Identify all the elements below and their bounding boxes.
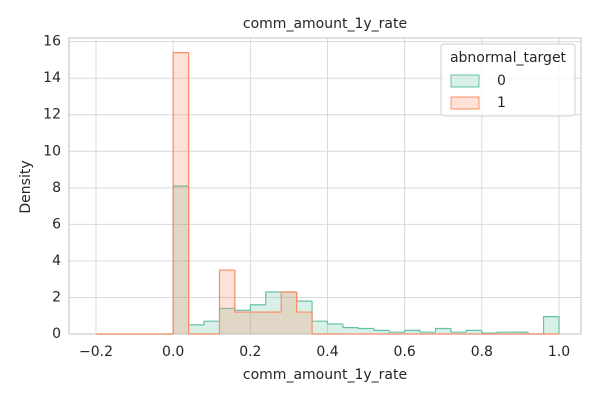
bar xyxy=(173,52,189,335)
bar xyxy=(219,308,235,334)
bar xyxy=(389,332,405,334)
bar-outline xyxy=(311,312,328,335)
legend-swatch xyxy=(450,96,480,110)
x-axis-label: comm_amount_1y_rate xyxy=(243,367,407,383)
y-tick-label: 10 xyxy=(43,143,61,159)
x-tick-label: 0.0 xyxy=(162,344,184,360)
bar-outline xyxy=(326,321,343,325)
bar xyxy=(204,321,220,334)
bar xyxy=(234,310,251,334)
y-tick-label: 6 xyxy=(52,216,61,232)
bar-outline xyxy=(419,330,436,333)
bar-outline xyxy=(234,270,251,313)
bar-outline xyxy=(496,331,513,334)
x-tick-label: 0.6 xyxy=(394,344,416,360)
bar-outline xyxy=(188,186,205,326)
bar xyxy=(497,332,513,334)
bar-outline xyxy=(296,291,313,313)
bar-outline xyxy=(218,269,235,334)
bar xyxy=(373,330,390,334)
legend-swatch xyxy=(450,74,480,88)
bar xyxy=(296,312,313,334)
bar xyxy=(420,332,436,334)
bar-outline xyxy=(172,52,189,334)
bar-outline xyxy=(234,308,251,311)
legend-title: abnormal_target xyxy=(450,50,567,66)
y-tick-label: 12 xyxy=(43,107,61,123)
bar xyxy=(312,321,328,334)
bar-outline xyxy=(373,328,390,331)
bar-outline xyxy=(465,329,482,333)
legend-label: 1 xyxy=(497,95,506,111)
bar xyxy=(265,291,282,334)
bar xyxy=(234,312,251,334)
bar xyxy=(342,327,359,334)
bar xyxy=(450,332,467,334)
x-tick-label: 0.2 xyxy=(239,344,261,360)
bar xyxy=(296,301,313,334)
y-tick-label: 4 xyxy=(52,253,61,269)
bar xyxy=(188,324,205,334)
bar-outline xyxy=(434,327,451,333)
bar-outline xyxy=(388,330,405,333)
y-tick-label: 14 xyxy=(43,70,61,86)
bar xyxy=(281,291,297,334)
bar-outline xyxy=(404,329,421,333)
bar-outline xyxy=(188,52,205,335)
y-tick-label: 2 xyxy=(52,289,61,305)
bar xyxy=(543,316,560,334)
bar xyxy=(173,186,189,334)
bar xyxy=(265,312,282,334)
bar-outline xyxy=(296,291,313,302)
bar xyxy=(512,332,529,334)
bar-outline xyxy=(342,323,359,329)
bar xyxy=(219,270,235,334)
bar-outline xyxy=(265,291,282,305)
bar xyxy=(404,330,421,334)
bar-outline xyxy=(357,327,374,330)
y-tick-label: 0 xyxy=(52,326,61,342)
y-axis-label: Density xyxy=(18,160,34,213)
y-tick-label: 8 xyxy=(52,180,61,196)
series xyxy=(96,52,560,335)
x-tick-label: 0.8 xyxy=(471,344,493,360)
bar-outline xyxy=(311,301,328,322)
bar-outline xyxy=(249,304,266,311)
bar xyxy=(358,328,374,334)
bar xyxy=(327,323,343,334)
legend-box xyxy=(440,43,576,117)
bar-outline xyxy=(542,316,560,334)
chart-title: comm_amount_1y_rate xyxy=(243,16,407,32)
bar xyxy=(281,291,297,334)
x-tick-label: −0.2 xyxy=(79,344,113,360)
bar-outline xyxy=(280,291,297,313)
bar-outline xyxy=(203,320,220,325)
bar xyxy=(250,312,266,334)
bar-outline xyxy=(450,328,467,333)
y-tick-label: 16 xyxy=(43,34,61,50)
bar xyxy=(466,330,482,334)
legend-label: 0 xyxy=(497,73,506,89)
x-tick-label: 0.4 xyxy=(316,344,338,360)
bar xyxy=(435,328,451,334)
bar-outline xyxy=(481,330,498,334)
x-tick-label: 1.0 xyxy=(548,344,570,360)
